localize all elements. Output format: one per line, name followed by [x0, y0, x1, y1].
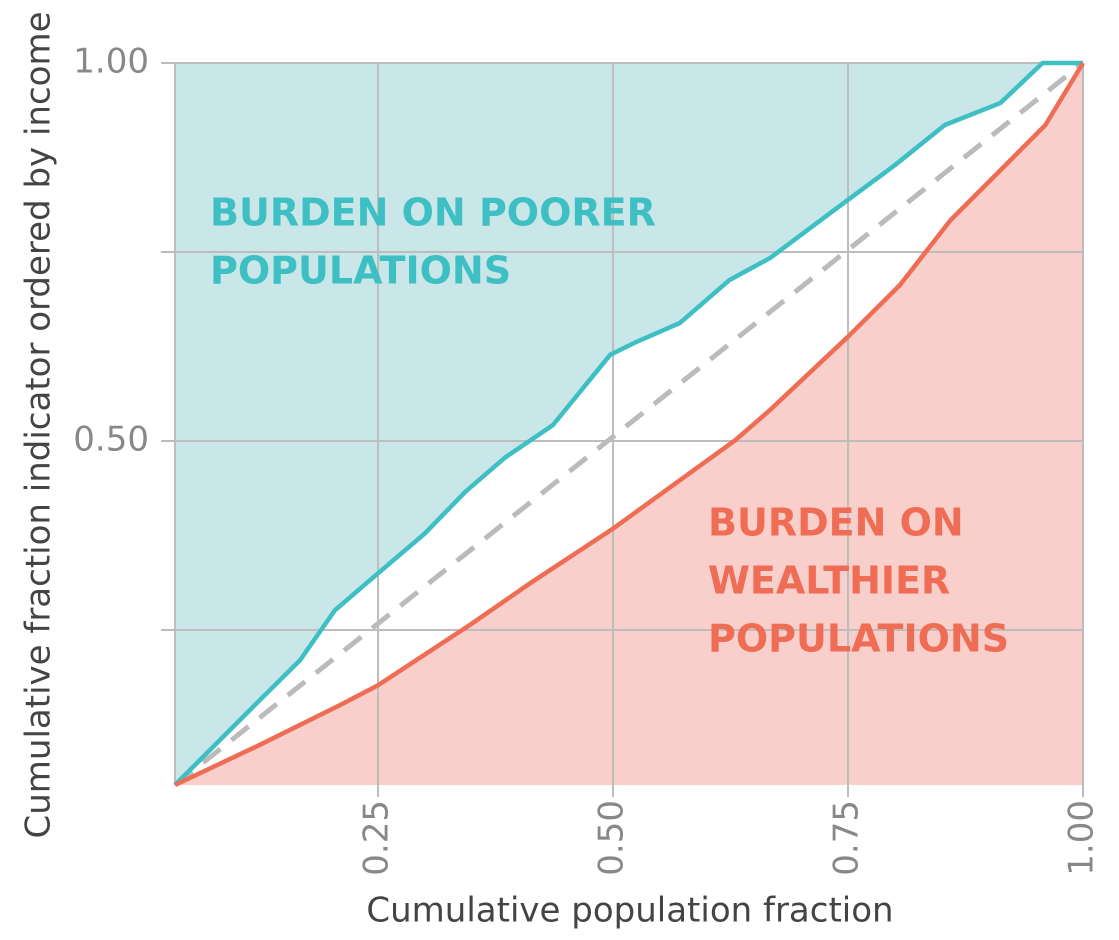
y-tick-label: 0.50	[73, 420, 149, 460]
x-tick-label: 1.00	[1062, 800, 1102, 876]
equality-line	[173, 61, 1085, 787]
x-tick-label: 0.75	[827, 800, 867, 876]
annotation: POPULATIONS	[210, 249, 511, 293]
annotation: BURDEN ON	[708, 501, 964, 545]
plot	[161, 60, 1085, 797]
curve	[174, 61, 1085, 788]
x-tick-label: 0.50	[592, 800, 632, 876]
y-tick-label: 1.00	[73, 42, 149, 82]
curve	[173, 60, 1083, 787]
area	[175, 63, 1083, 785]
annotation: BURDEN ON POORER	[210, 191, 656, 235]
area	[175, 63, 1083, 785]
annotation: WEALTHIER	[708, 559, 950, 603]
x-tick-label: 0.25	[357, 800, 397, 876]
x-axis-label: Cumulative population fraction	[366, 891, 893, 931]
annotation: POPULATIONS	[708, 617, 1009, 661]
y-axis-label: Cumulative fraction indicator ordered by…	[19, 11, 59, 838]
